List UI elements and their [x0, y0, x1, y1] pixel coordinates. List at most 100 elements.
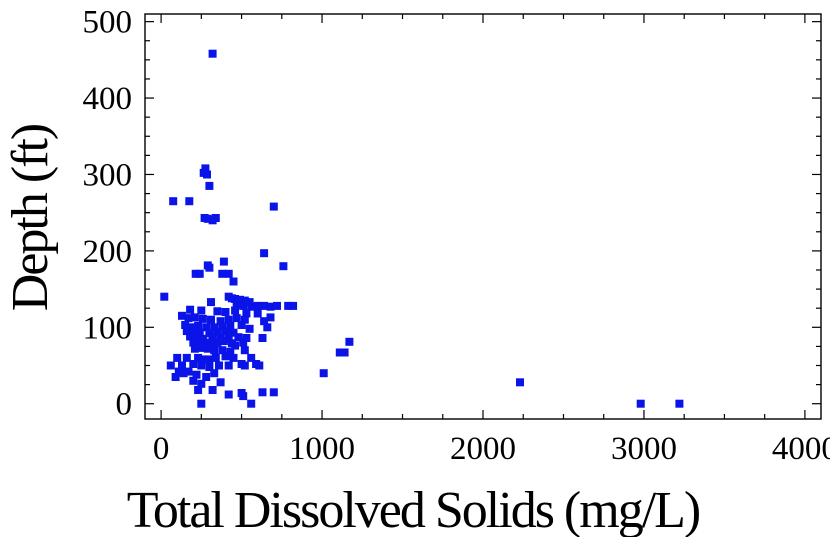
data-point: [184, 367, 193, 376]
x-tick-label: 2000: [450, 431, 516, 467]
data-point: [202, 323, 211, 332]
y-tick-label: 100: [83, 310, 133, 346]
y-tick-label: 400: [83, 81, 133, 117]
data-point: [205, 363, 214, 371]
data-point: [194, 321, 203, 330]
data-point: [211, 353, 220, 362]
data-point: [215, 361, 223, 370]
data-point: [516, 378, 524, 387]
data-point: [345, 337, 354, 346]
data-point: [197, 399, 206, 408]
data-point: [247, 399, 256, 408]
data-point: [194, 353, 203, 362]
data-point: [240, 361, 249, 370]
data-point: [335, 348, 344, 357]
data-point: [226, 321, 235, 330]
data-point: [174, 367, 183, 376]
data-point: [224, 334, 233, 343]
data-point: [253, 309, 262, 318]
data-point: [224, 315, 233, 324]
data-point: [166, 361, 175, 370]
data-point: [239, 392, 248, 401]
data-point: [203, 214, 212, 223]
data-point: [210, 346, 219, 355]
data-point: [239, 338, 248, 347]
data-point: [240, 315, 249, 324]
data-point: [205, 263, 214, 272]
data-point: [197, 361, 206, 370]
data-point: [260, 249, 269, 258]
data-point: [197, 379, 206, 388]
axis-ticks: [145, 14, 821, 419]
data-point: [205, 355, 214, 364]
data-point: [202, 338, 211, 347]
data-point: [189, 376, 198, 385]
data-point: [189, 338, 198, 347]
data-point: [289, 301, 298, 310]
data-point: [169, 197, 178, 206]
data-point: [229, 277, 238, 286]
data-point: [675, 399, 684, 408]
data-point: [205, 181, 214, 190]
data-point: [245, 298, 254, 307]
data-points: [160, 49, 684, 408]
data-point: [202, 373, 211, 381]
data-point: [260, 317, 269, 326]
data-point: [195, 328, 204, 337]
data-point: [239, 301, 248, 310]
data-point: [210, 323, 219, 332]
data-point: [224, 390, 233, 399]
data-point: [237, 321, 246, 329]
data-point: [221, 327, 230, 336]
data-point: [203, 170, 211, 179]
data-point: [273, 301, 281, 310]
data-point: [197, 343, 206, 352]
data-point: [229, 328, 238, 337]
data-point: [242, 334, 251, 342]
data-point: [187, 323, 196, 332]
x-tick-label: 0: [153, 431, 170, 467]
data-point: [213, 327, 222, 336]
data-point: [269, 388, 278, 397]
data-point: [231, 341, 240, 350]
data-point: [255, 361, 264, 370]
y-tick-label: 200: [83, 234, 133, 270]
y-axis-title: Depth (ft): [2, 124, 59, 311]
data-point: [216, 317, 225, 326]
x-tick-label: 3000: [611, 431, 677, 467]
data-point: [178, 311, 186, 320]
data-point: [192, 370, 201, 379]
data-point: [201, 164, 210, 173]
data-point: [182, 327, 191, 336]
data-point: [192, 334, 201, 342]
data-point: [258, 334, 267, 342]
data-point: [340, 348, 349, 357]
data-point: [224, 361, 233, 370]
data-point: [221, 308, 230, 316]
data-point: [213, 307, 222, 316]
data-point: [190, 344, 199, 353]
data-point: [269, 202, 278, 211]
data-point: [207, 315, 215, 324]
data-point: [245, 324, 254, 333]
data-point: [263, 323, 272, 332]
data-point: [171, 373, 180, 381]
data-point: [208, 49, 217, 58]
plot-frame: [144, 13, 822, 420]
x-tick-label: 4000: [772, 431, 830, 467]
y-tick-label: 500: [83, 5, 133, 41]
data-point: [181, 321, 190, 329]
data-point: [197, 306, 206, 315]
data-point: [266, 313, 275, 322]
data-point: [240, 346, 249, 355]
data-point: [190, 313, 199, 322]
data-point: [229, 353, 238, 362]
data-point: [218, 269, 227, 278]
data-point: [198, 355, 207, 364]
data-point: [184, 314, 193, 323]
data-point: [231, 295, 240, 303]
axis-tick-labels: 0 1000 2000 3000 4000 0 100 200 300 400 500: [83, 5, 830, 467]
data-point: [224, 269, 233, 278]
